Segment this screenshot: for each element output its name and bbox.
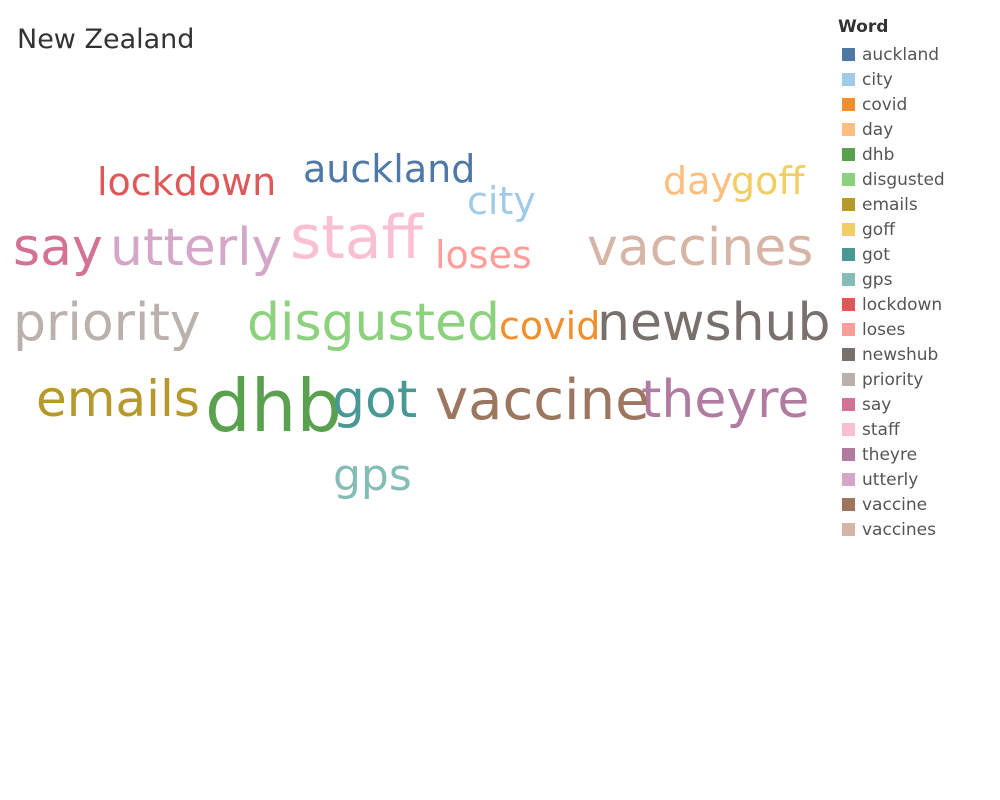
legend-swatch: [842, 348, 855, 361]
legend-item-emails[interactable]: emails: [838, 192, 988, 217]
legend-item-goff[interactable]: goff: [838, 217, 988, 242]
legend-label: day: [862, 119, 894, 140]
legend-swatch: [842, 298, 855, 311]
word-loses: loses: [435, 233, 532, 277]
word-utterly: utterly: [110, 218, 283, 278]
legend-item-covid[interactable]: covid: [838, 92, 988, 117]
legend-swatch: [842, 123, 855, 136]
word-newshub: newshub: [597, 293, 831, 353]
legend-item-gps[interactable]: gps: [838, 267, 988, 292]
legend-item-newshub[interactable]: newshub: [838, 342, 988, 367]
legend-label: newshub: [862, 344, 939, 365]
word-day: day: [663, 159, 733, 203]
word-theyre: theyre: [641, 370, 810, 430]
legend-label: staff: [862, 419, 900, 440]
legend-label: gps: [862, 269, 893, 290]
legend-label: disgusted: [862, 169, 945, 190]
legend-item-vaccine[interactable]: vaccine: [838, 492, 988, 517]
legend-swatch: [842, 373, 855, 386]
word-goff: goff: [731, 159, 805, 203]
word-priority: priority: [13, 293, 201, 353]
legend: Word auckland city covid day dhb disgusted ema…: [838, 16, 988, 542]
legend-label: vaccines: [862, 519, 936, 540]
word-staff: staff: [290, 203, 423, 273]
legend-swatch: [842, 148, 855, 161]
legend-swatch: [842, 73, 855, 86]
word-dhb: dhb: [205, 364, 343, 448]
word-lockdown: lockdown: [97, 160, 277, 204]
legend-label: say: [862, 394, 892, 415]
legend-label: city: [862, 69, 893, 90]
word-emails: emails: [36, 370, 200, 428]
legend-swatch: [842, 48, 855, 61]
word-disgusted: disgusted: [247, 293, 500, 353]
legend-swatch: [842, 473, 855, 486]
legend-label: covid: [862, 94, 908, 115]
legend-list: auckland city covid day dhb disgusted emails go…: [838, 42, 988, 542]
legend-swatch: [842, 323, 855, 336]
legend-swatch: [842, 198, 855, 211]
legend-swatch: [842, 98, 855, 111]
legend-label: goff: [862, 219, 895, 240]
legend-label: priority: [862, 369, 924, 390]
legend-label: utterly: [862, 469, 919, 490]
legend-item-say[interactable]: say: [838, 392, 988, 417]
legend-item-day[interactable]: day: [838, 117, 988, 142]
word-vaccines: vaccines: [587, 218, 814, 278]
legend-label: auckland: [862, 44, 940, 65]
legend-item-dhb[interactable]: dhb: [838, 142, 988, 167]
word-cloud: auckland city covid day dhb disgusted emails go…: [13, 147, 831, 501]
legend-swatch: [842, 398, 855, 411]
legend-item-got[interactable]: got: [838, 242, 988, 267]
legend-swatch: [842, 448, 855, 461]
legend-title: Word: [838, 17, 889, 37]
legend-label: lockdown: [862, 294, 943, 315]
word-say: say: [13, 218, 103, 278]
legend-item-theyre[interactable]: theyre: [838, 442, 988, 467]
legend-item-staff[interactable]: staff: [838, 417, 988, 442]
legend-item-loses[interactable]: loses: [838, 317, 988, 342]
legend-swatch: [842, 223, 855, 236]
word-city: city: [467, 179, 536, 223]
legend-swatch: [842, 273, 855, 286]
legend-label: theyre: [862, 444, 918, 465]
legend-label: loses: [862, 319, 906, 340]
word-got: got: [332, 370, 418, 430]
legend-item-vaccines[interactable]: vaccines: [838, 517, 988, 542]
word-covid: covid: [499, 304, 601, 348]
legend-item-auckland[interactable]: auckland: [838, 42, 988, 67]
chart-title: New Zealand: [17, 24, 195, 55]
word-vaccine: vaccine: [435, 368, 650, 433]
legend-item-city[interactable]: city: [838, 67, 988, 92]
legend-item-disgusted[interactable]: disgusted: [838, 167, 988, 192]
word-auckland: auckland: [303, 147, 476, 191]
legend-item-lockdown[interactable]: lockdown: [838, 292, 988, 317]
legend-label: vaccine: [862, 494, 928, 515]
legend-swatch: [842, 523, 855, 536]
legend-swatch: [842, 423, 855, 436]
legend-label: dhb: [862, 144, 895, 165]
legend-label: emails: [862, 194, 918, 215]
legend-swatch: [842, 248, 855, 261]
legend-swatch: [842, 173, 855, 186]
legend-item-utterly[interactable]: utterly: [838, 467, 988, 492]
word-gps: gps: [333, 450, 412, 501]
legend-label: got: [862, 244, 890, 265]
legend-item-priority[interactable]: priority: [838, 367, 988, 392]
legend-swatch: [842, 498, 855, 511]
